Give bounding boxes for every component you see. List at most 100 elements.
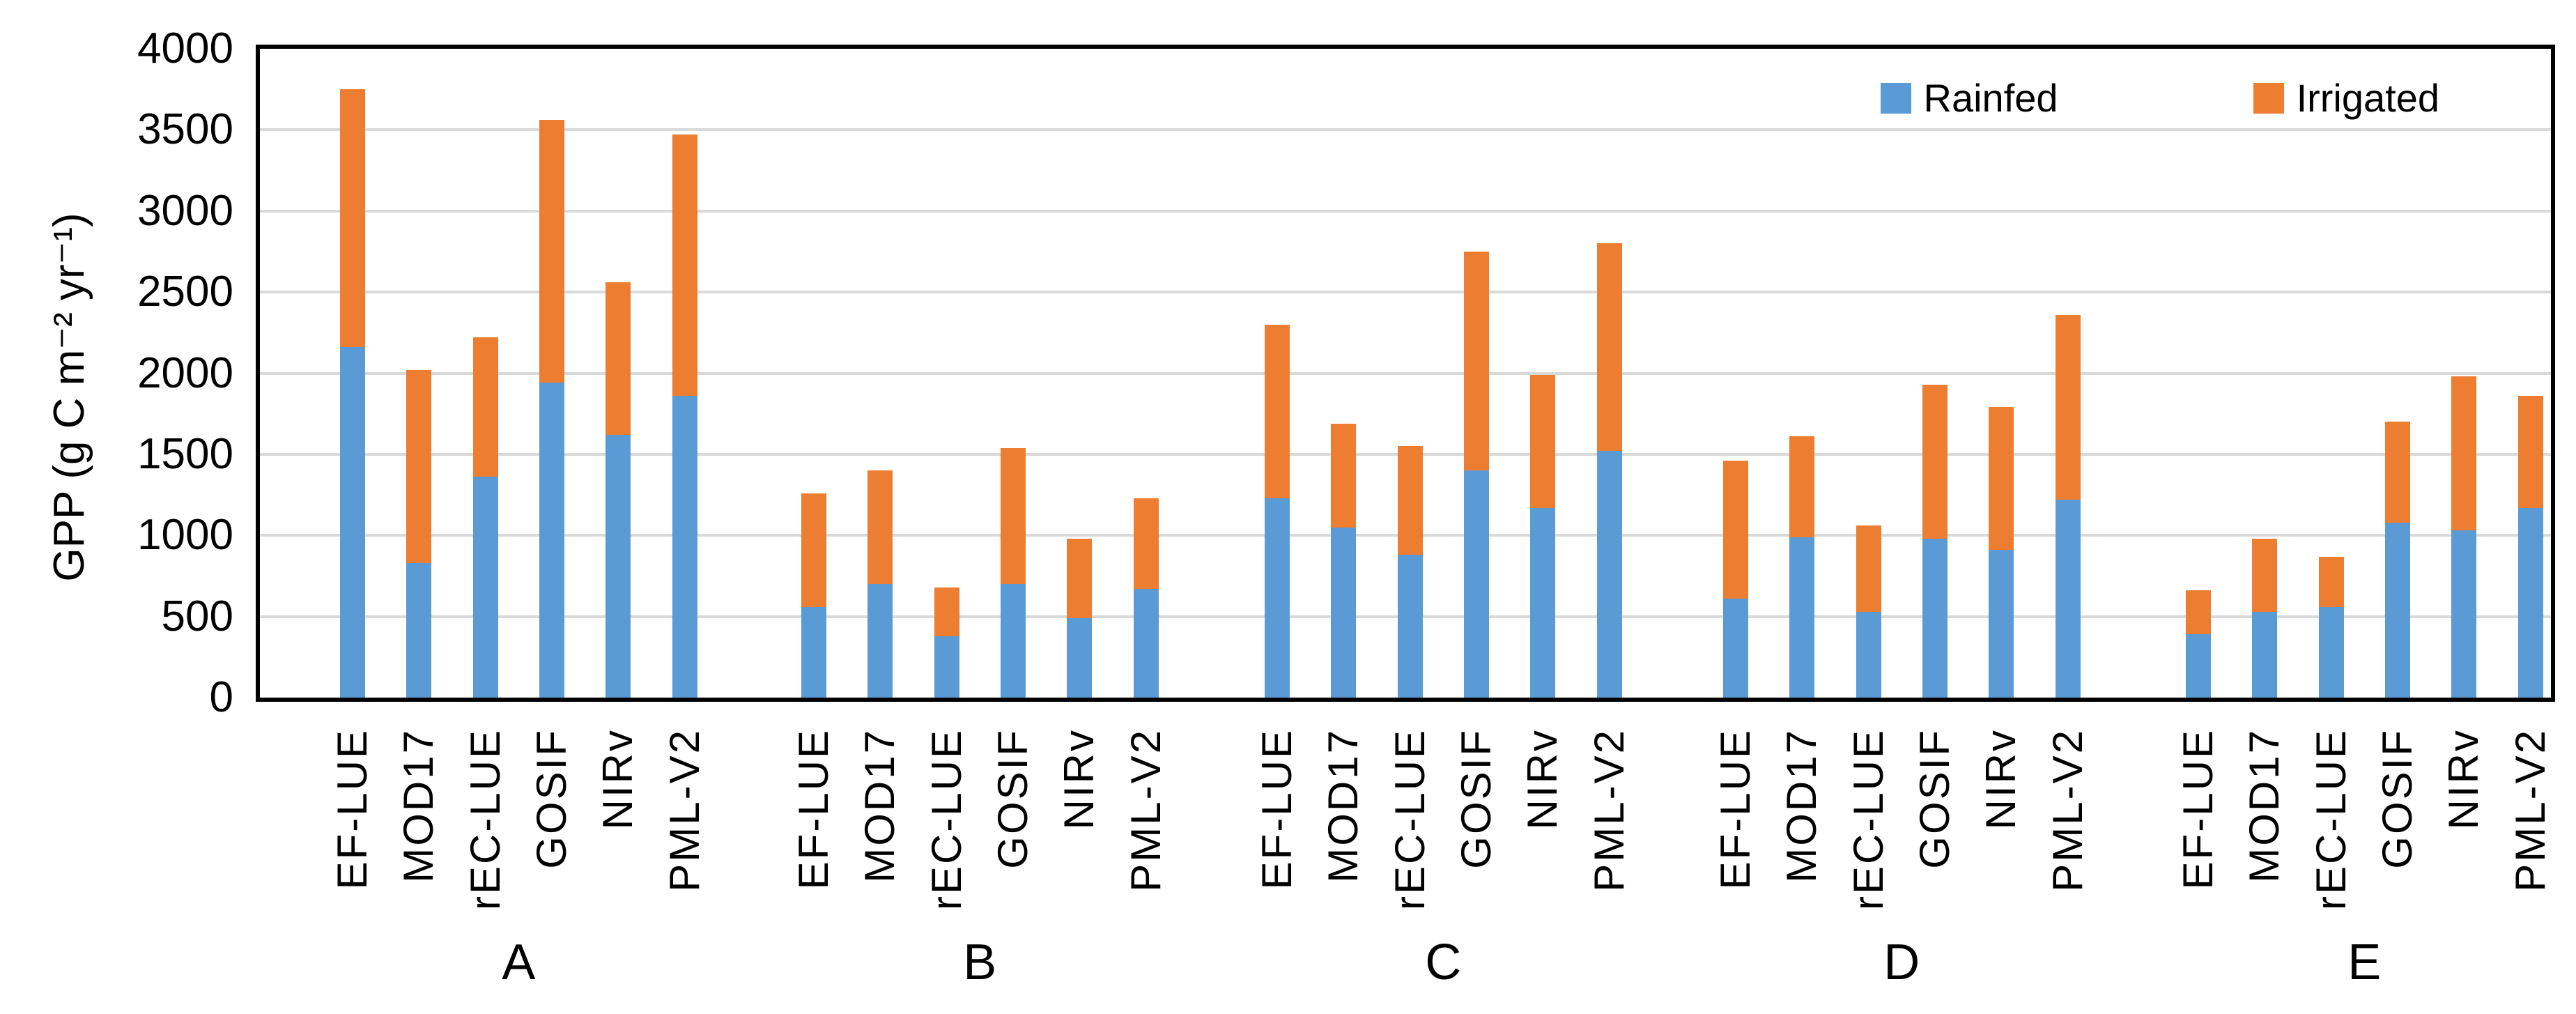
bar-B-NIRv [1067,538,1093,698]
bar-D-GOSIF [1922,384,1948,698]
segment-irrigated-E-MOD17 [2252,538,2278,612]
bar-D-EF-LUE [1723,461,1748,698]
segment-rainfed-A-NIRv [606,434,631,698]
segment-rainfed-A-EF-LUE [340,347,365,698]
bar-A-rEC-LUE [472,337,498,698]
x-axis-label-text: MOD17 [1320,728,1367,883]
x-axis-label-text: rEC-LUE [1844,728,1892,911]
segment-rainfed-E-GOSIF [2384,522,2410,698]
segment-irrigated-D-PML-V2 [2055,314,2081,500]
bar-C-PML-V2 [1596,243,1622,698]
segment-irrigated-B-PML-V2 [1133,498,1159,590]
group-label-B: B [963,935,997,990]
segment-rainfed-B-EF-LUE [801,606,826,698]
x-axis-label-text: rEC-LUE [2307,728,2354,911]
x-axis-label-text: EF-LUE [329,728,376,890]
segment-rainfed-B-rEC-LUE [934,636,959,698]
segment-irrigated-A-PML-V2 [672,135,697,397]
segment-irrigated-D-EF-LUE [1723,461,1748,599]
segment-irrigated-C-GOSIF [1463,251,1489,471]
x-axis-label-text: NIRv [2440,728,2488,830]
segment-rainfed-E-EF-LUE [2186,634,2211,698]
segment-rainfed-B-GOSIF [1000,584,1026,698]
segment-rainfed-A-rEC-LUE [472,477,498,698]
group-label-C: C [1425,935,1462,990]
group-label-A: A [502,935,536,990]
segment-rainfed-B-MOD17 [867,584,893,698]
bar-E-GOSIF [2384,422,2410,698]
segment-rainfed-E-NIRv [2451,530,2477,698]
bar-E-MOD17 [2252,538,2278,698]
bar-A-NIRv [606,282,631,698]
segment-rainfed-D-GOSIF [1922,538,1948,698]
y-tick-label-2000: 2000 [137,348,233,397]
segment-irrigated-B-MOD17 [867,470,893,585]
gridline-3000 [260,209,2551,213]
x-axis-label-text: EF-LUE [790,728,837,890]
bar-E-rEC-LUE [2318,556,2344,698]
segment-irrigated-E-rEC-LUE [2318,556,2344,607]
segment-rainfed-C-rEC-LUE [1397,555,1423,698]
bar-B-MOD17 [867,470,893,698]
x-axis-label-text: PML-V2 [2506,728,2554,892]
segment-rainfed-E-MOD17 [2252,611,2278,698]
x-axis-label-text: PML-V2 [1122,728,1169,892]
legend: Rainfed Irrigated [1880,75,2439,121]
segment-irrigated-E-NIRv [2451,376,2477,531]
segment-irrigated-A-GOSIF [539,120,564,383]
bar-C-NIRv [1530,374,1556,698]
bar-B-PML-V2 [1133,498,1159,698]
x-axis-label-text: rEC-LUE [923,728,970,911]
bar-A-GOSIF [539,120,564,698]
x-axis-label-text: EF-LUE [1254,728,1300,890]
x-axis-label-text: MOD17 [2241,728,2288,883]
bar-C-GOSIF [1463,251,1489,698]
segment-irrigated-B-GOSIF [1000,447,1026,585]
legend-item-rainfed: Rainfed [1880,75,2058,121]
gridline-2000 [260,371,2551,375]
segment-irrigated-C-EF-LUE [1265,324,1290,498]
segment-irrigated-C-NIRv [1530,374,1556,508]
group-label-D: D [1883,935,1920,990]
x-axis-label-text: GOSIF [989,728,1036,869]
x-axis-label-text: rEC-LUE [1386,728,1433,911]
segment-rainfed-B-NIRv [1067,617,1093,698]
bar-D-NIRv [1989,407,2014,698]
bar-C-MOD17 [1331,423,1357,698]
bar-B-rEC-LUE [934,587,959,698]
plot-inner: Rainfed Irrigated [260,49,2551,698]
bar-C-rEC-LUE [1397,446,1423,698]
segment-rainfed-A-GOSIF [539,383,564,698]
segment-irrigated-D-NIRv [1989,407,2014,551]
y-tick-label-4000: 4000 [137,24,233,72]
bar-C-EF-LUE [1265,324,1290,698]
segment-irrigated-E-PML-V2 [2517,396,2543,508]
segment-irrigated-B-rEC-LUE [934,587,959,636]
segment-irrigated-A-MOD17 [406,369,432,563]
y-tick-label-3500: 3500 [137,105,233,154]
segment-rainfed-C-NIRv [1530,507,1556,698]
gridline-2500 [260,291,2551,294]
legend-swatch-irrigated [2253,82,2284,114]
bar-B-GOSIF [1000,447,1026,698]
x-axis-label-text: GOSIF [527,728,575,869]
segment-irrigated-C-MOD17 [1331,423,1357,528]
x-axis-label-text: GOSIF [2373,728,2421,869]
x-axis-label-text: rEC-LUE [461,728,509,911]
segment-irrigated-E-EF-LUE [2186,590,2211,635]
segment-rainfed-C-PML-V2 [1596,451,1622,698]
y-tick-label-3000: 3000 [137,186,233,235]
y-tick-label-0: 0 [209,673,233,721]
segment-rainfed-A-PML-V2 [672,396,697,698]
segment-irrigated-E-GOSIF [2384,422,2410,523]
group-label-E: E [2347,935,2382,990]
bar-E-EF-LUE [2186,590,2211,698]
segment-irrigated-D-GOSIF [1922,384,1948,539]
segment-rainfed-E-PML-V2 [2517,507,2543,698]
y-tick-label-2500: 2500 [137,268,233,316]
segment-irrigated-C-PML-V2 [1596,243,1622,452]
x-axis-label-text: MOD17 [1778,728,1826,883]
x-axis-label-text: PML-V2 [661,728,708,892]
segment-rainfed-D-EF-LUE [1723,599,1748,698]
